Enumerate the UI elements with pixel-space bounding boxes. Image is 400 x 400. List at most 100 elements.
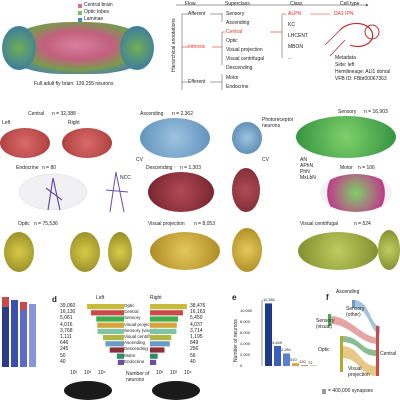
e-value-label: 72	[308, 359, 313, 365]
photoreceptor-render	[232, 122, 262, 154]
d-xlabel: Number of neurons	[126, 371, 150, 383]
d-right-value: 56	[190, 352, 196, 359]
superclass-motor: Motor	[226, 75, 239, 81]
d-category-label: Descending	[124, 346, 148, 352]
d-left-value: 1,111	[60, 334, 72, 340]
optic-label: Optic	[18, 221, 30, 227]
d-left-header: Left	[96, 295, 105, 301]
d-left-value: 3,768	[60, 327, 73, 334]
legend-swatch-optic	[78, 11, 82, 15]
f-node-central: Central	[380, 351, 397, 357]
optic-count: n = 75,536	[34, 221, 58, 227]
class-lhcent: LHCENT	[288, 33, 309, 39]
d-right-value: 1,195	[190, 334, 203, 340]
class-alpn: ALPN	[288, 11, 302, 17]
f-node-ascending: Ascending	[336, 289, 360, 295]
e-tick-label: 6,000	[240, 330, 251, 335]
brain-left-lobe	[2, 26, 36, 70]
central-right-render	[62, 128, 112, 158]
endocrine-render	[18, 173, 88, 211]
d-category-label: Sensory (visual)	[124, 327, 157, 333]
descending-label: Descending	[146, 165, 173, 171]
header-flow: Flow	[185, 1, 196, 7]
d-left-bar	[97, 322, 124, 328]
panel-f-letter: f	[326, 293, 329, 302]
sensory-sub-aphn: APhN	[300, 163, 314, 169]
d-tick-left-1: 10²	[70, 370, 78, 376]
class-mbon: MBON	[288, 44, 303, 50]
d-left-bar	[96, 316, 124, 322]
stacked-bars	[2, 297, 36, 367]
hierarchical-annotations-label: Hierarchical annotations	[171, 18, 177, 72]
legend-swatch-laminae	[78, 18, 82, 22]
d-tick-right-2: 10³	[170, 370, 178, 376]
descending-side-render	[232, 168, 260, 212]
d-left-value: 646	[60, 340, 69, 347]
central-count: n = 32,388	[52, 111, 76, 117]
ncc-label: NCC	[120, 175, 131, 181]
motor-count: n = 106	[358, 165, 375, 171]
ascending-label: Ascending	[140, 111, 164, 117]
d-tick-right-3: 10⁴	[184, 370, 192, 376]
endocrine-count: n = 80	[42, 165, 57, 171]
d-category-label: Visual projection	[124, 321, 157, 327]
superclass-endocrine: Endocrine	[226, 84, 249, 90]
e-ylabel: Number of neurons	[233, 319, 239, 362]
panel-e-letter: e	[232, 293, 237, 302]
e-value-label: 2,281	[281, 347, 292, 353]
e-tick-label: 8,000	[240, 319, 251, 324]
d-right-value: 849	[190, 340, 199, 347]
d-right-value: 256	[190, 346, 199, 353]
d-category-label: Visual centrifugal	[124, 334, 159, 339]
ncc-render	[105, 171, 129, 213]
e-bar	[292, 363, 299, 366]
d-left-bar	[116, 353, 124, 359]
e-bar	[265, 303, 272, 366]
visual-projection-count: n = 8,053	[194, 221, 215, 227]
d-category-label: Endocrine	[124, 358, 145, 364]
descending-render	[148, 172, 214, 212]
optic-render-right	[70, 232, 100, 272]
optic-render-left	[4, 232, 34, 272]
sankey-diagram	[328, 300, 380, 376]
legend-central-brain: Central brain	[84, 2, 113, 8]
sensory-count: n = 16,903	[364, 109, 388, 115]
d-right-header: Right	[150, 295, 162, 301]
class-more: ...	[288, 55, 293, 61]
d-left-bars	[87, 304, 124, 365]
sensory-label: Sensory	[338, 109, 357, 115]
e-bar	[274, 345, 281, 366]
metadata-side: Side: left	[335, 62, 355, 68]
d-left-bar	[97, 328, 124, 334]
flow-efferent: Efferent	[188, 79, 206, 85]
d-right-bar	[150, 335, 172, 341]
ascending-render	[140, 118, 210, 158]
e-value-label: 11,381	[263, 297, 275, 303]
f-legend-swatch	[322, 389, 326, 394]
d-tick-left-2: 10³	[84, 370, 92, 376]
d-right-bar	[150, 316, 179, 322]
header-cell-type: Cell type	[340, 1, 360, 7]
d-right-bars	[150, 304, 187, 365]
visual-projection-side-render	[232, 228, 262, 272]
d-left-value: 245	[60, 346, 69, 353]
central-left-render	[0, 128, 50, 158]
legend-laminae: Laminae	[84, 16, 104, 22]
class-kc: KC	[288, 22, 295, 28]
d-left-bar	[109, 347, 124, 353]
visual-centrifugal-label: Visual centrifugal	[300, 221, 338, 227]
panel-d-letter: d	[52, 295, 57, 304]
superclass-ascending: Ascending	[226, 20, 250, 26]
photoreceptor-label: Photoreceptor neurons	[262, 117, 294, 129]
e-value-label: 120	[299, 359, 306, 365]
d-right-value: 38,476	[190, 303, 206, 309]
d-right-bar	[150, 322, 177, 328]
d-right-bar	[150, 304, 187, 310]
d-right-bar	[150, 310, 183, 316]
d-category-label: Sensory	[124, 315, 141, 321]
f-legend-text: = 400,000 synapses	[328, 388, 373, 394]
brain-caption: Full adult fly brain: 139,255 neurons	[34, 81, 114, 87]
motor-render	[320, 174, 392, 212]
d-right-value: 16,163	[190, 309, 206, 316]
cv-label-2: CV	[262, 157, 269, 163]
